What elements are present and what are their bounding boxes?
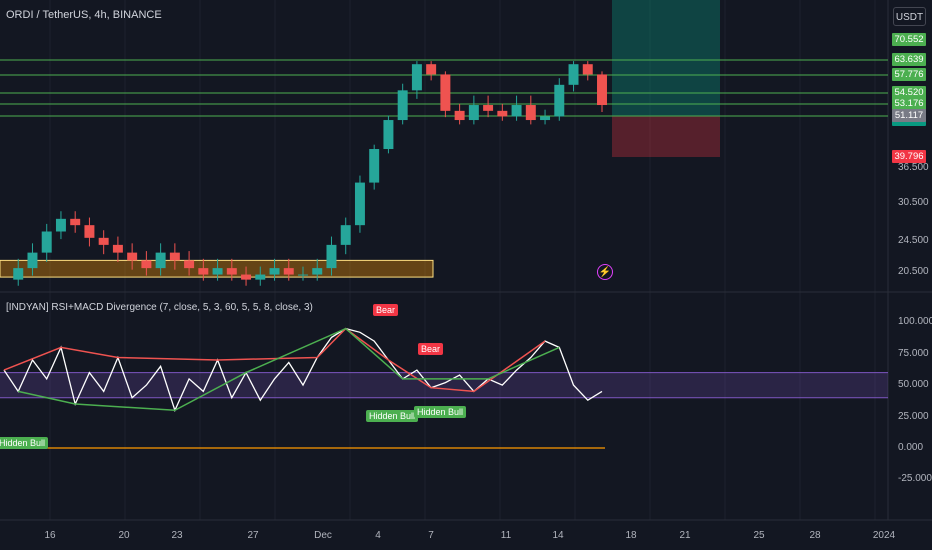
candle-body <box>312 268 323 275</box>
indicator-axis-label: 0.000 <box>898 442 924 453</box>
price-axis-label: 20.500 <box>898 266 929 277</box>
price-tag: 70.552 <box>892 33 926 46</box>
divergence-flag: Bear <box>373 304 399 316</box>
candle-body <box>184 260 195 269</box>
candle-body <box>298 274 308 276</box>
time-axis-label: 11 <box>500 530 512 541</box>
candle-body <box>27 252 38 269</box>
lightning-icon[interactable]: ⚡ <box>597 264 613 280</box>
candle-body <box>127 252 138 261</box>
position-target-zone <box>612 0 720 116</box>
candle-body <box>483 105 494 111</box>
time-axis-label: 23 <box>171 530 183 541</box>
divergence-flag: Bear <box>418 343 444 355</box>
candle-body <box>411 64 422 91</box>
divergence-flag: Hidden Bull <box>366 410 419 422</box>
candle-body <box>383 120 394 150</box>
time-axis-label: 25 <box>753 530 765 541</box>
currency-button[interactable]: USDT <box>893 7 926 26</box>
indicator-axis-label: 50.000 <box>898 379 929 391</box>
candle-body <box>41 231 52 253</box>
time-axis-label: 18 <box>625 530 637 541</box>
candle-body <box>212 268 223 275</box>
candle-body <box>568 64 579 85</box>
position-stop-zone <box>612 116 720 157</box>
candle-body <box>98 237 109 245</box>
candle-body <box>354 182 365 226</box>
rsi-band <box>0 372 888 398</box>
candle-body <box>397 90 408 121</box>
candle-body <box>226 268 237 275</box>
price-tag: 39.796 <box>892 150 926 163</box>
price-axis-label: 36.500 <box>898 162 929 173</box>
candle-body <box>255 274 266 280</box>
candle-body <box>283 268 294 275</box>
candle-body <box>155 252 166 269</box>
candle-body <box>511 105 522 117</box>
candle-body <box>141 260 152 269</box>
candle-body <box>468 105 479 121</box>
indicator-title: [INDYAN] RSI+MACD Divergence (7, close, … <box>6 302 313 313</box>
candle-body <box>426 64 437 75</box>
bull-divergence-line <box>18 327 560 412</box>
indicator-axis-label: 25.000 <box>898 410 929 422</box>
candle-body <box>440 74 451 111</box>
indicator-axis-label: 100.000 <box>898 316 932 328</box>
symbol-title: ORDI / TetherUS, 4h, BINANCE <box>6 9 162 21</box>
time-axis-label: 20 <box>118 530 130 541</box>
price-tag: 51.117 <box>892 109 926 122</box>
candle-body <box>597 74 607 106</box>
candle-body <box>269 268 280 275</box>
candle-body <box>497 110 508 117</box>
divergence-flag: Hidden Bull <box>0 437 49 449</box>
candle-body <box>326 244 337 269</box>
candle-body <box>554 84 565 117</box>
candle-body <box>70 218 81 226</box>
candle-body <box>112 244 123 253</box>
time-axis-label: 4 <box>375 530 381 541</box>
price-tag: 63.639 <box>892 53 926 66</box>
price-tag: 53.176 <box>892 97 926 110</box>
time-axis-label: 28 <box>809 530 821 541</box>
time-axis-label: Dec <box>314 530 332 541</box>
price-axis-label: 30.500 <box>898 197 929 208</box>
time-axis-label: 2024 <box>872 530 896 541</box>
price-tag: 54.520 <box>892 86 926 99</box>
rsi-line <box>3 327 603 413</box>
candle-body <box>540 116 551 121</box>
candle-body <box>198 268 209 275</box>
time-axis-label: 7 <box>428 530 434 541</box>
time-axis-label: 16 <box>44 530 56 541</box>
price-axis-label: 24.500 <box>898 235 929 246</box>
time-axis-label: 21 <box>679 530 691 541</box>
candle-body <box>454 110 465 121</box>
candle-body <box>340 225 351 245</box>
candle-body <box>55 218 66 232</box>
time-axis-label: 27 <box>247 530 259 541</box>
indicator-axis-label: 75.000 <box>898 347 929 359</box>
time-axis-label: 14 <box>552 530 564 541</box>
candle-body <box>169 252 180 261</box>
candle-body <box>84 225 95 238</box>
price-tag: 57.776 <box>892 68 926 81</box>
candle-body <box>525 105 536 121</box>
indicator-axis-label: -25.000 <box>898 473 932 485</box>
candle-body <box>13 268 24 280</box>
candle-body <box>241 274 252 280</box>
bear-divergence-line <box>3 327 546 393</box>
candle-body <box>582 64 593 75</box>
candle-body <box>369 149 380 183</box>
divergence-flag: Hidden Bull <box>414 406 467 418</box>
